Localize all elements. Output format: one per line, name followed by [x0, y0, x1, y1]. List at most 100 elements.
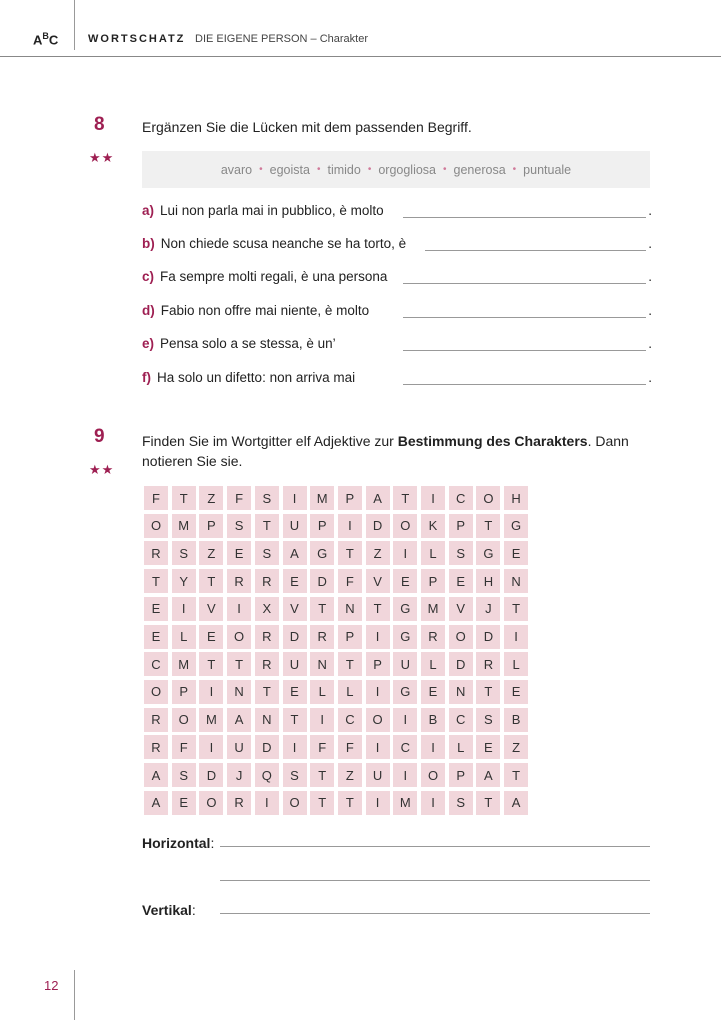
- grid-cell[interactable]: S: [476, 707, 501, 732]
- grid-cell[interactable]: I: [365, 679, 390, 704]
- grid-cell[interactable]: R: [227, 569, 252, 594]
- answer-blank[interactable]: [403, 350, 646, 351]
- grid-cell[interactable]: L: [310, 679, 335, 704]
- grid-cell[interactable]: M: [393, 790, 418, 815]
- grid-cell[interactable]: L: [337, 679, 362, 704]
- grid-cell[interactable]: O: [227, 624, 252, 649]
- grid-cell[interactable]: B: [504, 707, 529, 732]
- grid-cell[interactable]: R: [421, 624, 445, 649]
- grid-cell[interactable]: I: [254, 790, 279, 815]
- grid-cell[interactable]: O: [282, 790, 307, 815]
- grid-cell[interactable]: P: [310, 513, 335, 538]
- grid-cell[interactable]: S: [254, 541, 279, 566]
- answer-blank[interactable]: [403, 317, 646, 318]
- grid-cell[interactable]: I: [393, 763, 418, 787]
- grid-cell[interactable]: Z: [365, 541, 390, 566]
- grid-cell[interactable]: G: [476, 541, 501, 566]
- grid-cell[interactable]: O: [199, 790, 224, 815]
- grid-cell[interactable]: S: [282, 763, 307, 787]
- grid-cell[interactable]: L: [504, 652, 529, 677]
- grid-cell[interactable]: P: [421, 569, 445, 594]
- grid-cell[interactable]: L: [421, 541, 445, 566]
- grid-cell[interactable]: T: [254, 679, 279, 704]
- grid-cell[interactable]: O: [144, 513, 168, 538]
- grid-cell[interactable]: E: [199, 624, 224, 649]
- grid-cell[interactable]: I: [421, 735, 445, 760]
- grid-cell[interactable]: T: [199, 569, 224, 594]
- grid-cell[interactable]: T: [476, 790, 501, 815]
- grid-cell[interactable]: D: [476, 624, 501, 649]
- grid-cell[interactable]: C: [448, 707, 473, 732]
- grid-cell[interactable]: A: [476, 763, 501, 787]
- grid-cell[interactable]: P: [337, 486, 362, 510]
- grid-cell[interactable]: I: [227, 596, 252, 621]
- grid-cell[interactable]: T: [393, 486, 418, 510]
- grid-cell[interactable]: M: [199, 707, 224, 732]
- grid-cell[interactable]: E: [448, 569, 473, 594]
- grid-cell[interactable]: A: [282, 541, 307, 566]
- grid-cell[interactable]: T: [476, 679, 501, 704]
- grid-cell[interactable]: C: [448, 486, 473, 510]
- grid-cell[interactable]: I: [171, 596, 196, 621]
- grid-cell[interactable]: E: [144, 596, 168, 621]
- grid-cell[interactable]: O: [393, 513, 418, 538]
- answer-line-vertical[interactable]: [220, 913, 650, 914]
- grid-cell[interactable]: Z: [199, 541, 224, 566]
- grid-cell[interactable]: G: [393, 596, 418, 621]
- grid-cell[interactable]: R: [144, 707, 168, 732]
- grid-cell[interactable]: I: [504, 624, 529, 649]
- grid-cell[interactable]: C: [337, 707, 362, 732]
- grid-cell[interactable]: T: [282, 707, 307, 732]
- grid-cell[interactable]: T: [337, 790, 362, 815]
- grid-cell[interactable]: C: [144, 652, 168, 677]
- grid-cell[interactable]: O: [476, 486, 501, 510]
- grid-cell[interactable]: I: [365, 735, 390, 760]
- answer-blank[interactable]: [403, 283, 646, 284]
- grid-cell[interactable]: G: [310, 541, 335, 566]
- grid-cell[interactable]: D: [448, 652, 473, 677]
- grid-cell[interactable]: R: [254, 652, 279, 677]
- answer-blank[interactable]: [403, 384, 646, 385]
- grid-cell[interactable]: T: [310, 790, 335, 815]
- grid-cell[interactable]: T: [337, 541, 362, 566]
- grid-cell[interactable]: P: [171, 679, 196, 704]
- grid-cell[interactable]: I: [199, 735, 224, 760]
- grid-cell[interactable]: Z: [199, 486, 224, 510]
- grid-cell[interactable]: G: [504, 513, 529, 538]
- grid-cell[interactable]: Q: [254, 763, 279, 787]
- grid-cell[interactable]: X: [254, 596, 279, 621]
- grid-cell[interactable]: Y: [171, 569, 196, 594]
- grid-cell[interactable]: I: [421, 486, 445, 510]
- grid-cell[interactable]: T: [504, 596, 529, 621]
- grid-cell[interactable]: T: [476, 513, 501, 538]
- grid-cell[interactable]: M: [310, 486, 335, 510]
- grid-cell[interactable]: R: [254, 624, 279, 649]
- grid-cell[interactable]: F: [337, 735, 362, 760]
- grid-cell[interactable]: O: [365, 707, 390, 732]
- grid-cell[interactable]: F: [310, 735, 335, 760]
- grid-cell[interactable]: V: [199, 596, 224, 621]
- grid-cell[interactable]: U: [282, 513, 307, 538]
- grid-cell[interactable]: T: [227, 652, 252, 677]
- grid-cell[interactable]: D: [199, 763, 224, 787]
- grid-cell[interactable]: A: [504, 790, 529, 815]
- grid-cell[interactable]: N: [310, 652, 335, 677]
- grid-cell[interactable]: D: [365, 513, 390, 538]
- grid-cell[interactable]: T: [310, 596, 335, 621]
- grid-cell[interactable]: R: [476, 652, 501, 677]
- grid-cell[interactable]: E: [171, 790, 196, 815]
- grid-cell[interactable]: A: [227, 707, 252, 732]
- grid-cell[interactable]: E: [476, 735, 501, 760]
- grid-cell[interactable]: I: [282, 735, 307, 760]
- grid-cell[interactable]: T: [171, 486, 196, 510]
- grid-cell[interactable]: I: [199, 679, 224, 704]
- grid-cell[interactable]: F: [227, 486, 252, 510]
- grid-cell[interactable]: G: [393, 679, 418, 704]
- grid-cell[interactable]: P: [337, 624, 362, 649]
- grid-cell[interactable]: E: [144, 624, 168, 649]
- grid-cell[interactable]: R: [227, 790, 252, 815]
- grid-cell[interactable]: A: [144, 790, 168, 815]
- grid-cell[interactable]: U: [282, 652, 307, 677]
- grid-cell[interactable]: V: [282, 596, 307, 621]
- grid-cell[interactable]: O: [421, 763, 445, 787]
